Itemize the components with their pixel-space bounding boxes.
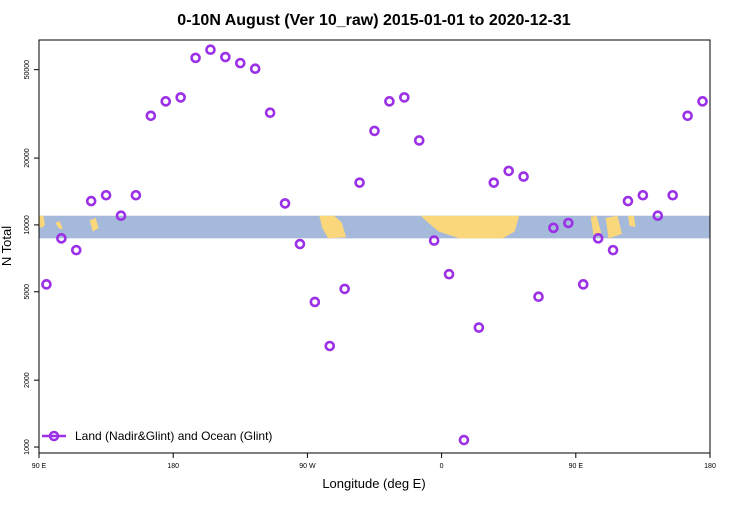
- x-tick-label: 0: [440, 463, 444, 470]
- ocean-band: [39, 215, 710, 239]
- legend-marker: [48, 430, 60, 442]
- y-tick-label: 5000: [24, 284, 31, 300]
- data-point: [235, 57, 246, 69]
- data-point: [428, 235, 440, 246]
- data-point: [473, 322, 485, 333]
- land-borneo: [605, 215, 623, 239]
- land-africa: [420, 215, 520, 239]
- data-point: [384, 96, 395, 107]
- data-point: [100, 189, 112, 201]
- x-tick-label: 180: [167, 463, 179, 470]
- data-point: [324, 340, 336, 352]
- data-point: [652, 210, 664, 222]
- land-indonesia: [55, 221, 63, 230]
- legend-entry-label: Land (Nadir&Glint) and Ocean (Glint): [75, 429, 272, 443]
- data-point: [279, 198, 291, 209]
- data-point: [548, 222, 559, 234]
- data-point: [592, 233, 604, 244]
- points-layer: [41, 44, 708, 446]
- x-tick-label: 90 E: [569, 463, 584, 470]
- data-point: [264, 107, 276, 119]
- map-band: [39, 215, 710, 239]
- x-ticks: 90 E 180 90 W 0 90 E 180: [32, 453, 716, 470]
- chart-title: 0-10N August (Ver 10_raw) 2015-01-01 to …: [177, 12, 570, 29]
- data-point: [249, 63, 261, 75]
- plot-frame: [38, 39, 711, 454]
- x-tick-label: 90 E: [32, 463, 47, 470]
- data-point: [399, 92, 410, 103]
- y-tick-label: 2000: [24, 372, 31, 388]
- data-point: [205, 44, 216, 55]
- data-point: [309, 296, 321, 308]
- y-tick-label: 50000: [24, 60, 31, 80]
- y-ticks: 1000 2000 5000 10000 20000 50000: [24, 60, 39, 455]
- data-point: [563, 217, 574, 229]
- data-point: [697, 96, 708, 107]
- data-point: [682, 110, 693, 122]
- data-point: [503, 165, 515, 177]
- data-point: [637, 189, 649, 201]
- x-tick-label: 90 W: [299, 463, 316, 470]
- data-point: [607, 244, 619, 256]
- data-point: [533, 291, 544, 303]
- data-point: [458, 434, 470, 446]
- land-philippines: [627, 215, 636, 228]
- data-point: [443, 268, 455, 280]
- data-point: [130, 189, 142, 201]
- y-axis-label: N Total: [0, 226, 14, 266]
- data-point: [518, 171, 529, 182]
- data-point: [85, 195, 97, 207]
- data-point: [413, 135, 425, 146]
- y-tick-label: 1000: [24, 439, 31, 455]
- y-tick-label: 10000: [24, 215, 31, 235]
- data-point: [175, 92, 186, 103]
- data-point: [190, 52, 201, 64]
- data-point: [145, 110, 157, 122]
- data-point: [488, 177, 500, 188]
- data-point: [354, 177, 365, 188]
- x-tick-label: 180: [704, 463, 716, 470]
- x-axis-label: Longitude (deg E): [322, 476, 425, 491]
- land-malaysia: [590, 215, 602, 237]
- data-point: [56, 233, 67, 244]
- y-tick-label: 20000: [24, 148, 31, 168]
- data-point: [220, 51, 231, 63]
- data-point: [577, 279, 589, 290]
- data-point: [70, 244, 82, 256]
- data-point: [622, 195, 634, 207]
- data-point: [339, 283, 350, 295]
- legend: Land (Nadir&Glint) and Ocean (Glint): [42, 429, 272, 443]
- land-new-guinea: [89, 217, 99, 232]
- data-point: [115, 210, 127, 222]
- land-central-america: [319, 215, 347, 239]
- data-point: [160, 96, 172, 107]
- data-point: [294, 238, 306, 250]
- data-point: [667, 189, 679, 201]
- land-southeast-asia: [39, 215, 45, 229]
- data-point: [369, 125, 380, 137]
- data-point: [41, 279, 52, 290]
